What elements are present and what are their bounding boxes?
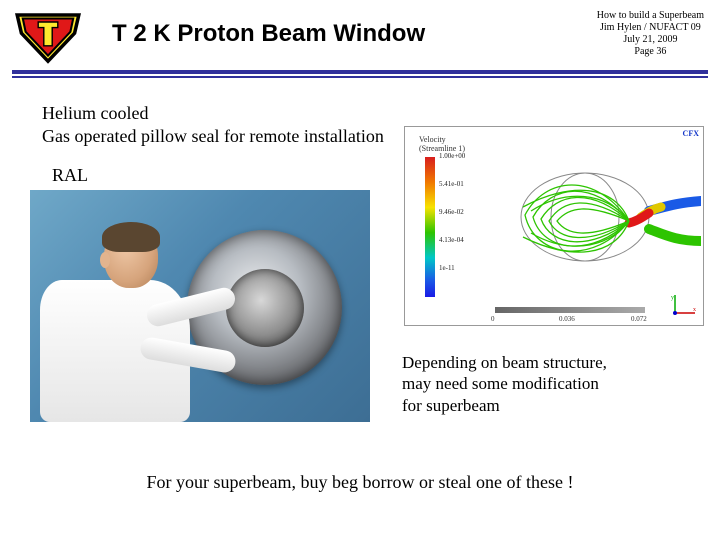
cfd-corner-label: CFX [683, 129, 699, 138]
dep-line-1: Depending on beam structure, [402, 352, 662, 373]
meta-line-3: July 21, 2009 [597, 34, 704, 46]
ral-photo [30, 190, 370, 422]
cfd-streamlines-icon [475, 141, 701, 299]
meta-line-4: Page 36 [597, 46, 704, 58]
scale-tick-2: 0.072 [631, 315, 647, 323]
scale-tick-0: 0 [491, 315, 495, 323]
dep-line-3: for superbeam [402, 395, 662, 416]
slide-meta: How to build a Superbeam Jim Hylen / NUF… [597, 10, 704, 58]
slide-header: T 2 K Proton Beam Window How to build a … [0, 0, 720, 64]
header-rule [12, 70, 708, 78]
cfd-ticks: 1.00e+00 5.41e-01 9.46e-02 4.13e-04 1e-1… [439, 153, 465, 293]
dependency-text: Depending on beam structure, may need so… [402, 352, 662, 416]
cfd-colorbar [425, 157, 435, 297]
technician-figure [30, 226, 210, 422]
dep-line-2: may need some modification [402, 373, 662, 394]
slide-title: T 2 K Proton Beam Window [112, 20, 597, 48]
svg-text:y: y [671, 295, 674, 301]
meta-line-1: How to build a Superbeam [597, 10, 704, 22]
shield-logo-icon [12, 8, 84, 64]
svg-text:x: x [693, 307, 696, 313]
meta-line-2: Jim Hylen / NUFACT 09 [597, 22, 704, 34]
desc-line-1: Helium cooled [42, 102, 720, 125]
scale-tick-1: 0.036 [559, 315, 575, 323]
cfd-label: Velocity (Streamline 1) [419, 135, 465, 153]
footer-text: For your superbeam, buy beg borrow or st… [0, 472, 720, 493]
axis-triad-icon: x y [669, 293, 699, 319]
cfd-figure: Velocity (Streamline 1) CFX 1.00e+00 5.4… [404, 126, 704, 326]
cfd-scalebar [495, 307, 645, 313]
